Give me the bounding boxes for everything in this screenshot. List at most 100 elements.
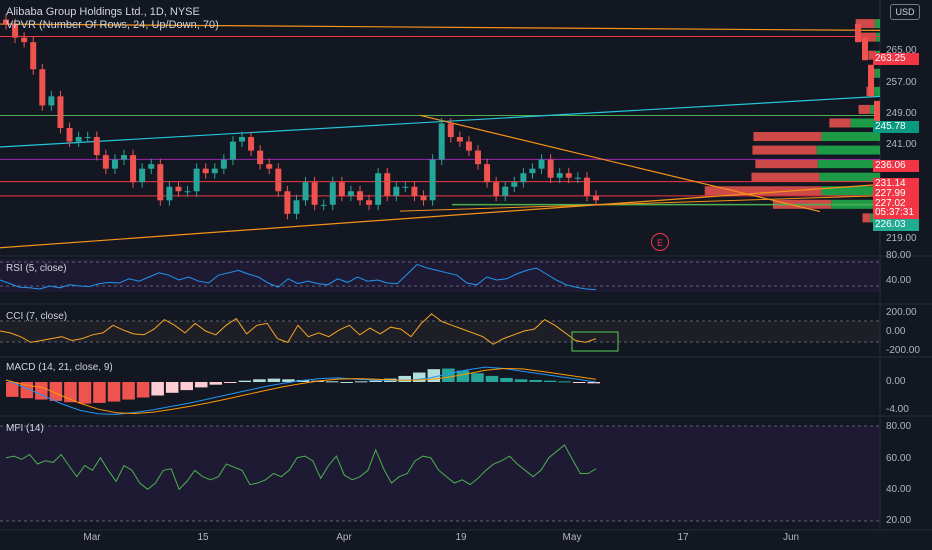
macd-histogram-bar — [238, 380, 252, 382]
volume-profile-down-bar — [858, 104, 871, 114]
mfi-tick: 40.00 — [886, 484, 912, 495]
macd-histogram-bar — [456, 370, 470, 382]
macd-histogram-bar — [136, 382, 150, 398]
cci-tick: 200.00 — [886, 307, 917, 318]
time-tick: 17 — [677, 532, 689, 543]
candle-body — [338, 182, 345, 196]
candle-body — [148, 164, 155, 169]
candle-body — [202, 168, 209, 174]
cci-line — [0, 313, 597, 345]
candle-body — [293, 200, 300, 214]
macd-histogram-bar — [122, 382, 135, 400]
macd-histogram-bar — [413, 372, 426, 382]
cci-tick: -200.00 — [886, 345, 920, 356]
candle-body — [465, 141, 472, 151]
candle-body — [239, 137, 245, 142]
candle-body — [538, 159, 545, 169]
candle-body — [574, 177, 581, 179]
candle-body — [375, 173, 382, 205]
macd-histogram-bar — [529, 379, 542, 382]
candle-body — [583, 177, 590, 196]
macd-histogram-bar — [180, 382, 193, 391]
candle-body — [493, 182, 500, 196]
macd-histogram-bar — [93, 382, 106, 403]
candle-body — [229, 141, 236, 160]
price-label: 245.78 — [873, 121, 919, 133]
volume-profile-up-bar — [875, 68, 880, 78]
volume-profile-up-bar — [816, 145, 880, 155]
time-tick: 19 — [455, 532, 467, 543]
rsi-tick: 80.00 — [886, 250, 912, 261]
volume-profile-down-bar — [704, 186, 822, 196]
candle-body — [193, 168, 200, 192]
macd-histogram-bar — [325, 381, 339, 383]
symbol-title: Alibaba Group Holdings Ltd., 1D, NYSE — [6, 6, 200, 18]
candle-body — [855, 24, 861, 43]
candle-body — [475, 150, 481, 165]
candle-body — [874, 100, 880, 124]
price-tick: 241.00 — [886, 139, 917, 150]
macd-histogram-bar — [340, 382, 353, 383]
macd-histogram-bar — [35, 382, 48, 400]
mfi-tick: 80.00 — [886, 421, 912, 432]
volume-profile-down-bar — [855, 19, 876, 29]
candle-body — [211, 168, 218, 174]
candle-body — [868, 64, 874, 97]
macd-histogram-bar — [369, 380, 382, 382]
macd-histogram-bar — [267, 378, 281, 382]
price-label: 05:37:31 — [873, 207, 919, 219]
candle-body — [157, 164, 164, 201]
candle-body — [366, 200, 373, 205]
time-tick: Jun — [782, 532, 800, 543]
macd-histogram-bar — [107, 382, 121, 402]
candle-body — [102, 155, 109, 169]
macd-histogram-bar — [194, 382, 208, 388]
volume-profile-down-bar — [862, 213, 871, 223]
currency-badge[interactable]: USD — [890, 4, 920, 20]
trend-line — [0, 23, 881, 31]
candle-body — [456, 137, 463, 142]
volume-profile-up-bar — [874, 86, 880, 96]
candle-body — [266, 164, 273, 169]
volume-profile-up-bar — [821, 186, 880, 196]
candle-body — [520, 173, 527, 183]
macd-histogram-bar — [543, 380, 557, 382]
macd-histogram-bar — [224, 382, 237, 383]
candle-body — [30, 42, 37, 70]
candle-body — [57, 96, 64, 128]
candle-body — [438, 123, 445, 160]
earnings-marker[interactable]: E — [651, 233, 669, 251]
mfi-tick: 60.00 — [886, 453, 912, 464]
time-tick: 15 — [197, 532, 209, 543]
macd-histogram-bar — [427, 369, 441, 382]
candle-body — [357, 191, 363, 201]
macd-tick: -4.00 — [886, 404, 909, 415]
volume-profile-down-bar — [860, 32, 877, 42]
price-tick: 249.00 — [886, 108, 917, 119]
candle-body — [402, 186, 409, 188]
candle-body — [121, 155, 127, 160]
candle-body — [75, 137, 82, 142]
candle-body — [411, 186, 418, 196]
macd-signal-line — [5, 367, 597, 415]
candle-body — [248, 137, 255, 151]
rsi-tick: 40.00 — [886, 275, 912, 286]
candle-body — [329, 182, 336, 205]
candle-body — [275, 168, 282, 192]
macd-histogram-bar — [296, 379, 310, 382]
volume-profile-down-bar — [753, 132, 822, 142]
macd-histogram-bar — [78, 382, 92, 404]
candle-body — [511, 182, 518, 187]
mfi-line — [5, 444, 597, 491]
price-label: 231.14 — [873, 178, 919, 190]
candle-body — [48, 96, 55, 106]
candle-body — [220, 159, 227, 169]
candle-body — [39, 69, 46, 106]
highlight-box — [571, 331, 619, 352]
candle-body — [384, 173, 391, 196]
volume-profile-down-bar — [751, 172, 820, 182]
trend-line — [399, 195, 881, 212]
macd-histogram-bar — [151, 382, 164, 396]
cci-tick: 0.00 — [886, 326, 906, 337]
